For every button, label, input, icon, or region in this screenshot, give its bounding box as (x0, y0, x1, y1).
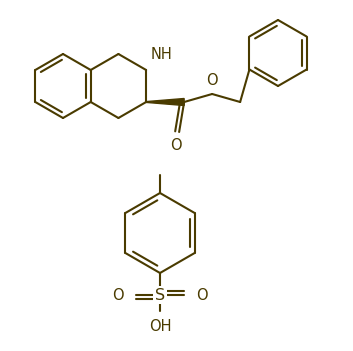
Text: O: O (112, 287, 124, 303)
Text: NH: NH (150, 47, 172, 62)
Polygon shape (146, 99, 184, 106)
Text: OH: OH (149, 319, 171, 334)
Text: S: S (155, 287, 165, 303)
Text: O: O (170, 138, 182, 153)
Text: O: O (206, 73, 218, 88)
Text: O: O (196, 287, 208, 303)
